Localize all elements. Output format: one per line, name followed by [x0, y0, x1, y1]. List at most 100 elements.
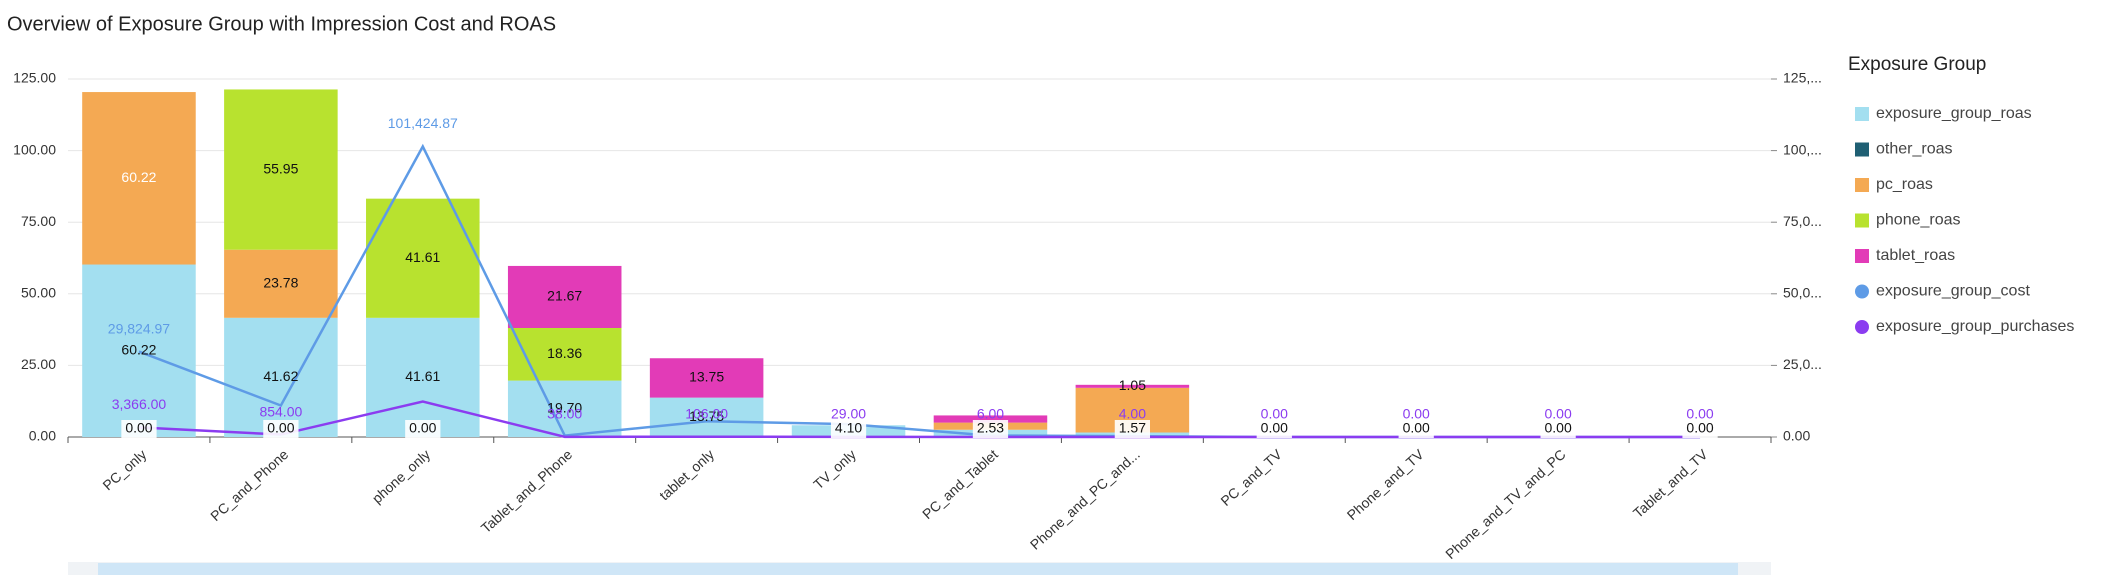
x-tick-label: Phone_and_TV	[1344, 446, 1428, 523]
bar-segment	[82, 92, 196, 265]
data-label: 60.22	[121, 341, 156, 357]
y-tick-label: 50.00	[21, 285, 56, 301]
data-label-box	[1398, 420, 1434, 438]
data-label: 0.00	[1545, 420, 1572, 436]
data-label: 41.61	[405, 368, 440, 384]
data-label: 0.00	[1261, 420, 1288, 436]
data-label: 21.67	[547, 288, 582, 304]
y2-tick-label: 100,...	[1783, 141, 1822, 157]
bar-segment	[649, 397, 764, 437]
data-label: 38.00	[547, 406, 582, 422]
data-label: 854.00	[259, 403, 302, 419]
x-tick-label: Tablet_and_Phone	[478, 446, 576, 536]
data-label: 23.78	[263, 274, 298, 290]
legend-label: phone_roas	[1876, 212, 1961, 229]
legend-label: tablet_roas	[1876, 247, 1955, 264]
data-label: 0.00	[1686, 406, 1713, 422]
legend-swatch	[1855, 142, 1869, 157]
data-label: 13.75	[689, 369, 724, 385]
bar-segment	[1075, 384, 1190, 388]
bar-segment	[224, 249, 338, 318]
legend-swatch	[1855, 213, 1869, 228]
data-label: 0.00	[267, 420, 294, 436]
data-label: 0.00	[1403, 420, 1430, 436]
data-label: 19.70	[547, 399, 582, 415]
legend-label: exposure_group_cost	[1876, 283, 2030, 300]
scrollbar-thumb[interactable]	[98, 563, 1738, 575]
x-tick-label: PC_and_TV	[1217, 446, 1285, 509]
data-label: 41.62	[263, 368, 298, 384]
y-tick-label: 0.00	[29, 428, 56, 444]
x-tick-label: PC_only	[99, 446, 149, 493]
bar-segment	[366, 198, 480, 318]
bar-segment	[507, 265, 622, 328]
data-label-box	[1540, 420, 1576, 438]
data-label: 29.00	[831, 406, 866, 422]
chart-title: Overview of Exposure Group with Impressi…	[7, 13, 556, 35]
legend-swatch	[1855, 178, 1869, 192]
data-label: 55.95	[263, 160, 298, 176]
x-tick-label: tablet_only	[656, 446, 717, 503]
legend-swatch	[1855, 320, 1869, 334]
legend-swatch	[1855, 107, 1869, 121]
data-label: 3,366.00	[112, 396, 167, 412]
data-label: 13.75	[689, 408, 724, 424]
data-label: 60.22	[121, 169, 156, 185]
data-label-box	[405, 420, 441, 438]
data-label: 41.61	[405, 249, 440, 265]
data-label: 2.53	[977, 420, 1004, 436]
data-label: 0.00	[125, 420, 152, 436]
line	[138, 400, 1701, 439]
data-label: 0.00	[409, 420, 436, 436]
data-label: 4.10	[835, 420, 862, 436]
legend-swatch	[1855, 249, 1869, 263]
data-label: 18.36	[547, 345, 582, 361]
data-label: 106.00	[685, 405, 728, 421]
x-tick-label: TV_only	[810, 446, 859, 492]
y-tick-label: 100.00	[13, 141, 56, 157]
x-tick-label: Phone_and_PC_and...	[1027, 446, 1143, 553]
x-tick-label: PC_and_Tablet	[919, 446, 1001, 522]
data-label-box	[1256, 420, 1292, 438]
data-label-box	[1114, 420, 1150, 438]
data-label: 1.57	[1119, 420, 1146, 436]
x-tick-label: Tablet_and_TV	[1630, 446, 1711, 521]
y2-tick-label: 0.00	[1783, 428, 1810, 444]
legend-label: other_roas	[1876, 141, 1953, 158]
data-label: 101,424.87	[388, 115, 458, 131]
data-label: 6.00	[977, 406, 1004, 422]
legend-label: exposure_group_roas	[1876, 105, 2032, 122]
legend-label: exposure_group_purchases	[1876, 318, 2074, 335]
y2-tick-label: 50,0...	[1783, 285, 1822, 301]
legend-title: Exposure Group	[1848, 54, 1986, 75]
legend-swatch	[1855, 284, 1869, 299]
data-label: 0.00	[1403, 406, 1430, 422]
bar-segment	[507, 327, 622, 381]
data-label-box	[1682, 420, 1718, 438]
data-label-box	[972, 420, 1009, 438]
y2-tick-label: 75,0...	[1783, 213, 1822, 229]
data-label: 29,824.97	[108, 320, 170, 336]
x-tick-label: phone_only	[369, 446, 434, 506]
data-label-box	[121, 420, 157, 438]
data-label: 0.00	[1261, 406, 1288, 422]
bar-segment	[366, 317, 480, 437]
bar-segment	[224, 89, 338, 250]
data-label-box	[830, 420, 867, 438]
legend-label: pc_roas	[1876, 176, 1933, 193]
data-label: 4.00	[1119, 406, 1146, 422]
y2-tick-label: 125,...	[1783, 70, 1822, 86]
data-label-box	[263, 420, 299, 438]
y-tick-label: 125.00	[13, 70, 56, 86]
y-tick-label: 25.00	[21, 356, 56, 372]
x-tick-label: PC_and_Phone	[207, 446, 291, 524]
y2-tick-label: 25,0...	[1783, 356, 1822, 372]
bar-segment	[933, 415, 1048, 423]
bar-segment	[82, 264, 196, 437]
x-tick-label: Phone_and_TV_and_PC	[1442, 446, 1568, 562]
data-label: 1.05	[1119, 377, 1146, 393]
data-label: 0.00	[1686, 420, 1713, 436]
data-label: 0.00	[1545, 406, 1572, 422]
bar-segment	[649, 358, 764, 398]
